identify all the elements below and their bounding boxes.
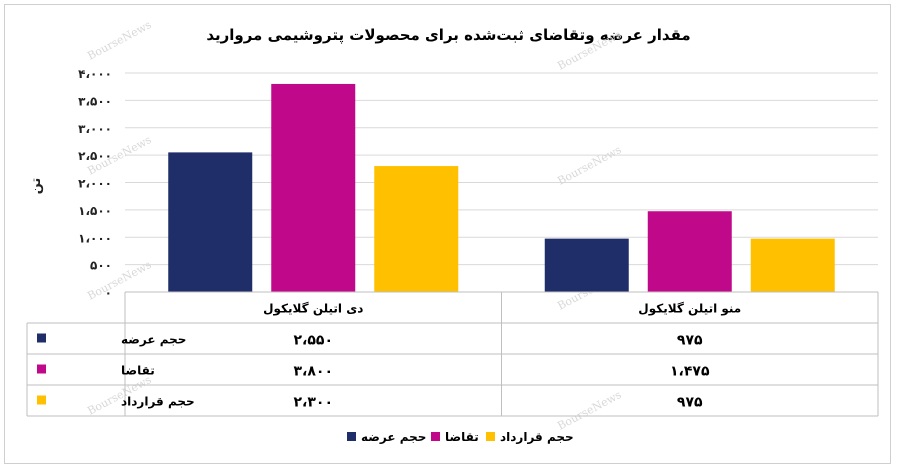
- data-label: ۹۷۵: [677, 395, 703, 411]
- bar: [647, 211, 732, 292]
- y-tick-label: ۵۰۰: [90, 259, 112, 273]
- y-tick-label: ۰: [105, 286, 112, 300]
- watermark-text: BourseNews: [555, 28, 624, 73]
- y-tick-label: ۳،۵۰۰: [78, 94, 112, 108]
- legend-key: [347, 432, 356, 441]
- chart-title: مقدار عرضه وتقاضای ثبت‌شده برای محصولات …: [206, 26, 691, 44]
- bar: [271, 83, 356, 292]
- y-tick-label: ۳،۰۰۰: [78, 122, 112, 136]
- watermark-text: BourseNews: [555, 143, 624, 188]
- legend-key: [431, 432, 440, 441]
- legend-key: [486, 432, 495, 441]
- table-legend-key: [37, 364, 46, 374]
- bar: [374, 166, 459, 292]
- table-legend-key: [37, 395, 46, 405]
- data-label: ۳،۸۰۰: [294, 364, 334, 380]
- watermark-text: BourseNews: [555, 388, 624, 433]
- legend-label: حجم قرارداد: [500, 430, 574, 444]
- data-label: ۲،۵۵۰: [294, 333, 334, 349]
- y-tick-label: ۴،۰۰۰: [78, 67, 112, 81]
- y-axis-label: تن: [29, 178, 44, 195]
- bar: [750, 238, 835, 292]
- data-label: ۹۷۵: [677, 333, 703, 349]
- y-tick-label: ۱،۵۰۰: [78, 204, 112, 218]
- bar: [168, 152, 253, 292]
- table-series-label: حجم قرارداد: [121, 395, 195, 409]
- watermark-text: BourseNews: [85, 18, 154, 63]
- category-label: دی اتیلن گلایکول: [263, 302, 363, 317]
- category-label: منو اتیلن گلایکول: [638, 302, 741, 317]
- table-legend-key: [37, 333, 46, 343]
- data-label: ۱،۴۷۵: [670, 364, 710, 380]
- data-label: ۲،۳۰۰: [294, 395, 334, 411]
- bar: [544, 238, 629, 292]
- table-series-label: تقاضا: [121, 364, 155, 378]
- legend-label: تقاضا: [445, 430, 479, 444]
- table-series-label: حجم عرضه: [121, 333, 186, 347]
- y-tick-label: ۲،۰۰۰: [78, 177, 112, 191]
- y-tick-label: ۱،۰۰۰: [78, 231, 112, 245]
- legend-label: حجم عرضه: [361, 430, 426, 444]
- y-tick-label: ۲،۵۰۰: [78, 149, 112, 163]
